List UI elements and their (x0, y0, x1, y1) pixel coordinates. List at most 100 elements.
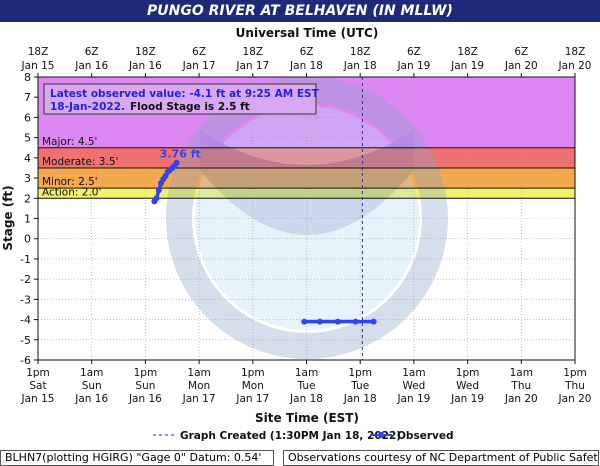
bottom-tick-label: Sat (29, 380, 46, 392)
bottom-tick-label: 1am (295, 367, 318, 379)
y-tick-label: -4 (20, 314, 31, 327)
legend-observed-label: Observed (397, 430, 453, 442)
bottom-tick-label: Jan 19 (396, 393, 430, 405)
top-tick-date: Jan 19 (396, 60, 430, 72)
y-tick-label: 6 (24, 111, 31, 124)
top-tick-label: 18Z (457, 46, 478, 58)
bottom-tick-label: Jan 16 (128, 393, 162, 405)
y-tick-label: -3 (20, 293, 31, 306)
y-tick-label: 3 (24, 172, 31, 185)
bottom-tick-label: Jan 20 (558, 393, 592, 405)
peak-label: 3.76 ft (160, 148, 201, 161)
top-tick-label: 6Z (514, 46, 528, 58)
observed-point (153, 195, 160, 202)
y-tick-label: 7 (24, 91, 31, 104)
bottom-tick-label: Jan 20 (504, 393, 538, 405)
top-tick-date: Jan 18 (343, 60, 377, 72)
page-title: PUNGO RIVER AT BELHAVEN (IN MLLW) (0, 0, 600, 22)
latest-value-box: Latest observed value: -4.1 ft at 9:25 A… (43, 83, 320, 115)
y-tick-label: 2 (24, 192, 31, 205)
bottom-tick-label: 1pm (563, 367, 587, 379)
bottom-tick-label: Jan 17 (182, 393, 216, 405)
flood-label-major: Major: 4.5' (42, 136, 97, 148)
bottom-tick-label: 1am (80, 367, 103, 379)
top-tick-date: Jan 19 (450, 60, 484, 72)
bottom-tick-label: Thu (510, 380, 531, 392)
bottom-tick-label: Jan 18 (289, 393, 323, 405)
y-tick-label: -1 (20, 253, 31, 266)
flood-label-minor: Minor: 2.5' (42, 176, 98, 188)
watermark-disc (195, 106, 419, 330)
observed-point (334, 318, 341, 325)
x-axis-title: Site Time (EST) (255, 411, 359, 425)
flood-band-moderate (38, 147, 575, 168)
bottom-tick-label: Mon (188, 380, 210, 392)
legend-observed-marker (378, 432, 384, 438)
bottom-tick-label: Jan 15 (21, 393, 55, 405)
observed-point (155, 187, 162, 194)
y-tick-label: -6 (20, 354, 31, 367)
top-tick-date: Jan 20 (558, 60, 592, 72)
flood-band-action (38, 188, 575, 199)
top-tick-date: Jan 16 (128, 60, 162, 72)
bottom-tick-label: Wed (402, 380, 425, 392)
bottom-tick-label: Jan 18 (343, 393, 377, 405)
top-tick-label: 18Z (28, 46, 49, 58)
top-tick-label: 18Z (243, 46, 264, 58)
observed-point (301, 318, 308, 325)
observations-credit: Observations courtesy of NC Department o… (283, 450, 599, 466)
bottom-tick-label: Jan 17 (235, 393, 269, 405)
bottom-tick-label: Sun (135, 380, 155, 392)
top-tick-label: 6Z (300, 46, 314, 58)
top-tick-label: 6Z (407, 46, 421, 58)
bottom-tick-label: 1am (402, 367, 425, 379)
bottom-tick-label: Wed (456, 380, 479, 392)
top-tick-label: 18Z (350, 46, 371, 58)
top-tick-label: 6Z (85, 46, 99, 58)
info-box-frame (43, 83, 317, 115)
top-tick-label: 18Z (135, 46, 156, 58)
y-tick-label: 4 (24, 152, 31, 165)
bottom-tick-label: Jan 19 (450, 393, 484, 405)
info-line-date: 18-Jan-2022. (50, 101, 125, 113)
observed-point (352, 318, 359, 325)
legend-graph-created-label: Graph Created (1:30PM Jan 18, 2022) (180, 430, 401, 442)
top-tick-date: Jan 18 (289, 60, 323, 72)
y-tick-label: 0 (24, 233, 31, 246)
observed-point (173, 159, 180, 166)
bottom-tick-label: 1pm (134, 367, 158, 379)
y-tick-label: -5 (20, 334, 31, 347)
y-tick-label: -2 (20, 273, 31, 286)
flood-label-action: Action: 2.0' (42, 186, 101, 198)
bottom-tick-label: Jan 16 (74, 393, 108, 405)
bottom-tick-label: Sun (82, 380, 102, 392)
watermark-bird (200, 130, 414, 235)
top-tick-date: Jan 20 (504, 60, 538, 72)
top-axis-title: Universal Time (UTC) (236, 26, 379, 40)
top-tick-date: Jan 16 (74, 60, 108, 72)
noaa-watermark-icon (166, 77, 448, 359)
bottom-tick-label: 1pm (456, 367, 480, 379)
bottom-tick-label: 1am (187, 367, 210, 379)
datum-info: BLHN7(plotting HGIRG) "Gage 0" Datum: 0.… (0, 450, 274, 466)
observed-point (370, 318, 377, 325)
observed-point (316, 318, 323, 325)
y-tick-label: 1 (24, 213, 31, 226)
bottom-tick-label: 1pm (26, 367, 50, 379)
info-line-latest: Latest observed value: -4.1 ft at 9:25 A… (50, 88, 320, 100)
top-tick-label: 18Z (565, 46, 586, 58)
bottom-tick-label: Tue (297, 380, 316, 392)
bottom-tick-label: 1pm (241, 367, 265, 379)
info-line-flood-stage: Flood Stage is 2.5 ft (130, 101, 250, 113)
bottom-tick-label: Mon (242, 380, 264, 392)
bottom-tick-label: Thu (564, 380, 585, 392)
bottom-tick-label: 1am (510, 367, 533, 379)
y-tick-label: 5 (24, 132, 31, 145)
flood-band-minor (38, 167, 575, 189)
bottom-tick-label: Tue (350, 380, 369, 392)
top-tick-date: Jan 15 (21, 60, 55, 72)
top-tick-date: Jan 17 (182, 60, 216, 72)
top-tick-label: 6Z (192, 46, 206, 58)
top-tick-date: Jan 17 (235, 60, 269, 72)
